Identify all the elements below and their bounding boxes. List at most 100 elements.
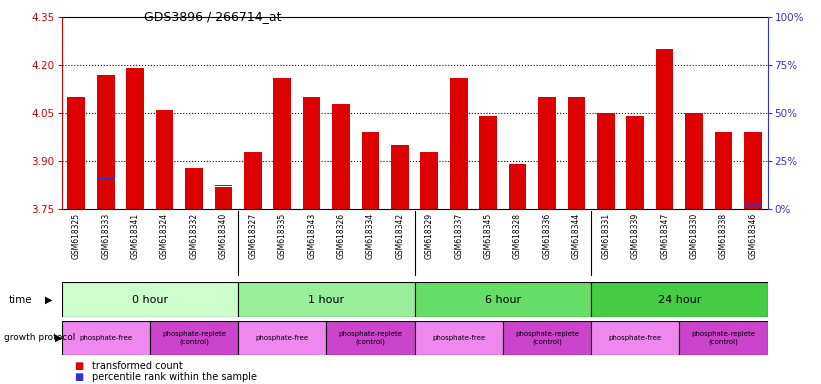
Bar bbox=[238, 282, 415, 317]
Text: phosphate-replete
(control): phosphate-replete (control) bbox=[691, 331, 755, 345]
Text: phosphate-free: phosphate-free bbox=[608, 335, 662, 341]
Text: GSM618333: GSM618333 bbox=[101, 212, 110, 259]
Text: phosphate-replete
(control): phosphate-replete (control) bbox=[338, 331, 402, 345]
Text: GSM618339: GSM618339 bbox=[631, 212, 640, 259]
Bar bbox=[62, 282, 238, 317]
Bar bbox=[567, 97, 585, 209]
Bar bbox=[656, 181, 673, 182]
Text: GSM618346: GSM618346 bbox=[749, 212, 758, 259]
Text: ■: ■ bbox=[74, 372, 83, 382]
Bar bbox=[273, 181, 291, 182]
Bar bbox=[333, 104, 350, 209]
Text: GSM618334: GSM618334 bbox=[366, 212, 375, 259]
Text: GSM618342: GSM618342 bbox=[396, 212, 405, 259]
Bar bbox=[714, 132, 732, 209]
Bar bbox=[539, 181, 556, 182]
Text: GSM618347: GSM618347 bbox=[660, 212, 669, 259]
Bar bbox=[214, 187, 232, 209]
Bar bbox=[67, 97, 85, 209]
Text: GSM618324: GSM618324 bbox=[160, 212, 169, 259]
Bar bbox=[539, 97, 556, 209]
Bar bbox=[391, 183, 409, 184]
Text: GSM618331: GSM618331 bbox=[601, 212, 610, 259]
Bar bbox=[333, 181, 350, 182]
Text: GSM618336: GSM618336 bbox=[543, 212, 552, 259]
Bar bbox=[62, 321, 149, 355]
Text: GSM618344: GSM618344 bbox=[572, 212, 581, 259]
Bar bbox=[597, 113, 615, 209]
Text: GSM618341: GSM618341 bbox=[131, 212, 140, 259]
Text: GSM618328: GSM618328 bbox=[513, 212, 522, 258]
Bar bbox=[479, 183, 497, 184]
Bar bbox=[597, 183, 615, 184]
Bar bbox=[591, 321, 680, 355]
Text: GSM618345: GSM618345 bbox=[484, 212, 493, 259]
Text: percentile rank within the sample: percentile rank within the sample bbox=[92, 372, 257, 382]
Text: ▶: ▶ bbox=[45, 295, 53, 305]
Bar bbox=[97, 75, 115, 209]
Bar bbox=[303, 97, 320, 209]
Text: GSM618343: GSM618343 bbox=[307, 212, 316, 259]
Bar bbox=[744, 204, 762, 205]
Text: GSM618332: GSM618332 bbox=[190, 212, 199, 259]
Bar bbox=[244, 152, 262, 209]
Text: phosphate-replete
(control): phosphate-replete (control) bbox=[515, 331, 579, 345]
Bar bbox=[415, 321, 502, 355]
Text: phosphate-free: phosphate-free bbox=[432, 335, 485, 341]
Bar bbox=[156, 110, 173, 209]
Bar bbox=[361, 183, 379, 184]
Bar bbox=[149, 321, 238, 355]
Bar bbox=[415, 282, 591, 317]
Bar bbox=[450, 181, 468, 182]
Text: GSM618329: GSM618329 bbox=[424, 212, 433, 259]
Text: phosphate-free: phosphate-free bbox=[255, 335, 309, 341]
Text: phosphate-free: phosphate-free bbox=[79, 335, 132, 341]
Bar bbox=[97, 177, 115, 179]
Bar bbox=[744, 132, 762, 209]
Bar bbox=[156, 179, 173, 180]
Bar bbox=[591, 282, 768, 317]
Text: time: time bbox=[8, 295, 32, 305]
Bar bbox=[327, 321, 415, 355]
Bar bbox=[244, 183, 262, 184]
Text: ■: ■ bbox=[74, 361, 83, 371]
Bar bbox=[214, 185, 232, 186]
Bar bbox=[626, 116, 644, 209]
Bar bbox=[126, 68, 144, 209]
Bar bbox=[238, 321, 327, 355]
Text: phosphate-replete
(control): phosphate-replete (control) bbox=[162, 331, 226, 345]
Bar bbox=[509, 164, 526, 209]
Text: GSM618335: GSM618335 bbox=[277, 212, 287, 259]
Bar bbox=[479, 116, 497, 209]
Bar bbox=[502, 321, 591, 355]
Bar bbox=[686, 183, 703, 184]
Text: GDS3896 / 266714_at: GDS3896 / 266714_at bbox=[144, 10, 281, 23]
Bar bbox=[626, 183, 644, 184]
Bar bbox=[186, 168, 203, 209]
Text: 6 hour: 6 hour bbox=[484, 295, 521, 305]
Bar bbox=[680, 321, 768, 355]
Bar bbox=[303, 181, 320, 182]
Bar bbox=[67, 181, 85, 182]
Text: growth protocol: growth protocol bbox=[4, 333, 76, 343]
Bar bbox=[420, 152, 438, 209]
Text: GSM618337: GSM618337 bbox=[454, 212, 463, 259]
Text: GSM618330: GSM618330 bbox=[690, 212, 699, 259]
Bar bbox=[361, 132, 379, 209]
Bar bbox=[714, 183, 732, 184]
Text: GSM618326: GSM618326 bbox=[337, 212, 346, 259]
Bar bbox=[509, 183, 526, 184]
Text: GSM618338: GSM618338 bbox=[719, 212, 728, 259]
Bar bbox=[186, 183, 203, 184]
Bar bbox=[273, 78, 291, 209]
Bar bbox=[450, 78, 468, 209]
Text: GSM618327: GSM618327 bbox=[248, 212, 257, 259]
Bar bbox=[126, 179, 144, 180]
Text: GSM618340: GSM618340 bbox=[219, 212, 228, 259]
Text: ▶: ▶ bbox=[55, 333, 62, 343]
Bar bbox=[567, 181, 585, 182]
Text: 1 hour: 1 hour bbox=[308, 295, 345, 305]
Bar bbox=[656, 49, 673, 209]
Text: transformed count: transformed count bbox=[92, 361, 183, 371]
Text: 24 hour: 24 hour bbox=[658, 295, 701, 305]
